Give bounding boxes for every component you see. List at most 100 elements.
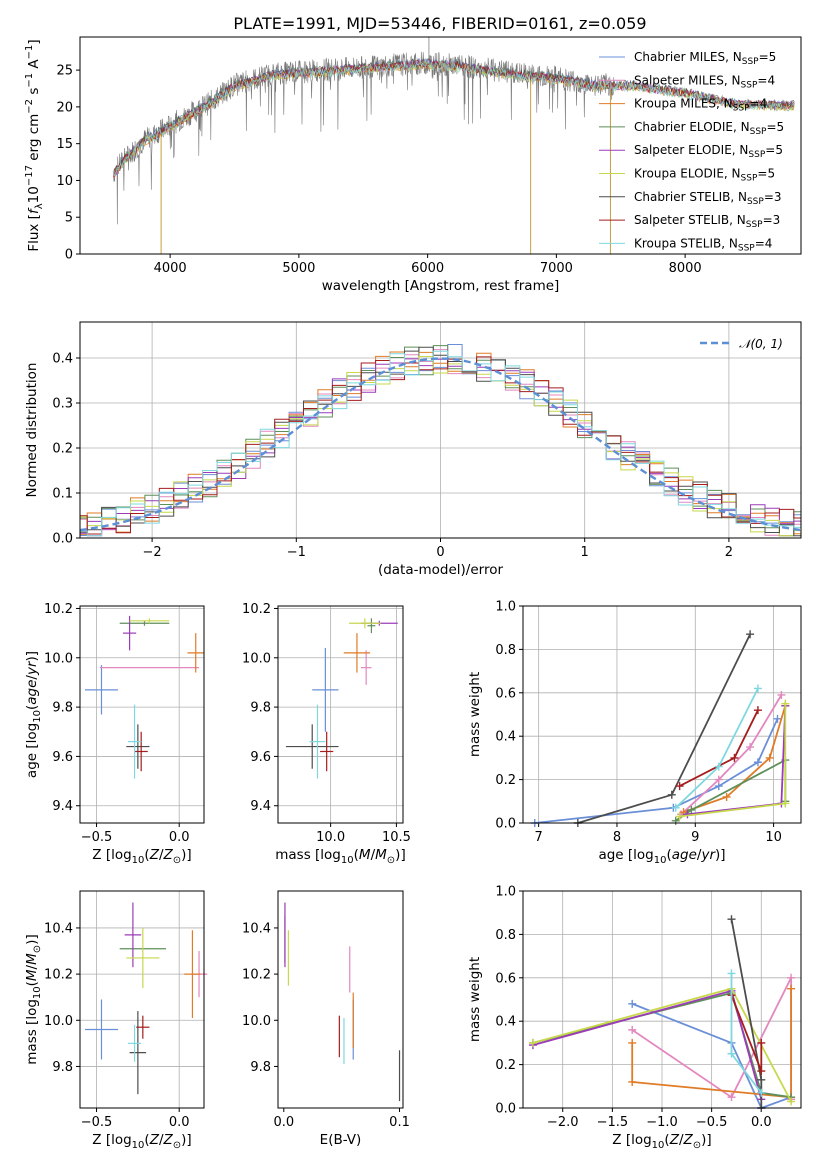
y-axis-label: mass [log10(M/M⊙)] bbox=[24, 934, 43, 1064]
y-tick-label: 0.4 bbox=[495, 1015, 516, 1030]
normal-curve bbox=[80, 357, 801, 532]
weight-marker bbox=[757, 1067, 766, 1076]
weight-marker bbox=[757, 1088, 766, 1097]
weight-line bbox=[631, 988, 792, 1099]
spectrum-lines bbox=[113, 37, 795, 254]
mass-vs-reddening-panel: 0.0 0.1 9.8 10.0 10.2 10.4 E(B-V) bbox=[242, 890, 410, 1148]
x-tick-label: −0.5 bbox=[81, 830, 113, 845]
plot-frame bbox=[79, 605, 205, 824]
weight-marker bbox=[753, 684, 762, 693]
weight-series bbox=[727, 915, 766, 1112]
x-tick-label: 2 bbox=[725, 545, 733, 560]
weight-series bbox=[677, 690, 786, 819]
plot-frame bbox=[79, 321, 802, 539]
x-tick-label: 8 bbox=[613, 830, 621, 845]
y-tick-label: 10.2 bbox=[242, 968, 271, 983]
y-tick-label: 9.6 bbox=[52, 750, 73, 765]
mass-vs-metallicity-panel: −0.5 0.0 9.8 10.0 10.2 10.4 Z [log10(Z/Z⊙)] mas… bbox=[24, 890, 208, 1151]
y-tick-label: 20 bbox=[56, 100, 73, 115]
histogram-step bbox=[80, 350, 801, 537]
weight-marker bbox=[765, 753, 774, 762]
x-tick-label: 0.0 bbox=[273, 1115, 294, 1130]
data-point bbox=[136, 1015, 150, 1039]
plot-frame bbox=[79, 890, 205, 1109]
model-fit-line bbox=[113, 60, 795, 177]
weight-series bbox=[671, 684, 762, 812]
weight-series bbox=[530, 714, 782, 827]
y-tick-label: 0.3 bbox=[52, 397, 73, 412]
figure-title: PLATE=1991, MJD=53446, FIBERID=0161, z=0… bbox=[233, 14, 646, 33]
weight-marker bbox=[746, 743, 755, 752]
weight-marker bbox=[727, 915, 736, 924]
weight-marker bbox=[787, 984, 796, 993]
x-axis-label: Z [log10(Z/Z⊙)] bbox=[612, 1132, 711, 1151]
x-tick-label: 10.5 bbox=[382, 830, 411, 845]
x-axis-label: mass [log10(M/M⊙)] bbox=[275, 847, 405, 866]
legend-entry-label: Chabrier MILES, NSSP=5 bbox=[634, 50, 776, 67]
weight-vs-metallicity-panel: −2.0 −1.5 −1.0 −0.5 0.0 0.0 0.2 0.4 0.6 0.8 1.0 Z [… bbox=[467, 885, 802, 1151]
y-tick-label: 0.0 bbox=[495, 1102, 516, 1117]
y-tick-label: 0.2 bbox=[495, 773, 516, 788]
weight-marker bbox=[727, 969, 736, 978]
data-point bbox=[124, 902, 142, 968]
data-point bbox=[309, 704, 326, 779]
x-tick-label: 9 bbox=[691, 830, 699, 845]
spectrum-legend: Chabrier MILES, NSSP=5 Salpeter MILES, NS… bbox=[599, 50, 784, 253]
x-tick-label: 1 bbox=[581, 545, 589, 560]
y-tick-label: 9.8 bbox=[52, 701, 73, 716]
data-point bbox=[349, 618, 381, 629]
y-axis-label: mass weight bbox=[467, 672, 483, 757]
weight-marker bbox=[730, 753, 739, 762]
weight-marker bbox=[675, 782, 684, 791]
x-tick-label: 4000 bbox=[154, 261, 187, 276]
x-axis-label: (data-model)/error bbox=[378, 562, 504, 578]
weight-series bbox=[675, 699, 790, 821]
weight-line bbox=[675, 688, 759, 809]
data-point bbox=[126, 724, 150, 769]
x-tick-label: −2.0 bbox=[547, 1115, 579, 1130]
y-tick-label: 10.0 bbox=[242, 1014, 271, 1029]
y-tick-label: 0.8 bbox=[495, 928, 516, 943]
weight-marker bbox=[753, 758, 762, 767]
data-point bbox=[184, 930, 201, 1018]
y-tick-label: 10.2 bbox=[44, 602, 73, 617]
weight-series bbox=[675, 706, 762, 791]
legend-entry-label: Salpeter MILES, NSSP=4 bbox=[634, 73, 775, 90]
legend-entry-label: Salpeter STELIB, NSSP=3 bbox=[634, 213, 780, 230]
y-tick-label: 10.2 bbox=[44, 968, 73, 983]
data-point bbox=[119, 620, 170, 626]
legend-entry-label: Kroupa ELODIE, NSSP=5 bbox=[634, 167, 775, 184]
y-tick-label: 9.8 bbox=[52, 1060, 73, 1075]
age-vs-metallicity-panel: −0.5 0.0 9.4 9.6 9.8 10.0 10.2 Z [log10(Z/Z⊙)] a… bbox=[24, 602, 205, 866]
weight-series bbox=[727, 991, 766, 1076]
data-point bbox=[360, 650, 372, 685]
weight-marker bbox=[773, 714, 782, 723]
weight-marker bbox=[727, 1049, 736, 1058]
y-tick-label: 9.4 bbox=[52, 799, 73, 814]
weight-marker bbox=[671, 803, 680, 812]
weight-marker bbox=[753, 706, 762, 715]
plot-frame bbox=[79, 36, 802, 255]
weight-marker bbox=[528, 1038, 537, 1047]
weight-marker bbox=[628, 1038, 637, 1047]
y-axis-label: age [log10(age/yr)] bbox=[24, 651, 43, 778]
data-point bbox=[367, 618, 376, 634]
age-vs-mass-panel: 10.0 10.5 9.4 9.6 9.8 10.0 10.2 mass [log10(M/M… bbox=[242, 602, 411, 866]
y-tick-label: 0.1 bbox=[52, 487, 73, 502]
data-point bbox=[122, 615, 137, 651]
legend-entry-label: Salpeter ELODIE, NSSP=5 bbox=[634, 143, 783, 160]
data-point bbox=[84, 999, 119, 1060]
plot-frame bbox=[522, 890, 802, 1109]
x-tick-label: −1.5 bbox=[597, 1115, 629, 1130]
weight-marker bbox=[727, 1093, 736, 1102]
histogram-series bbox=[80, 344, 801, 537]
x-tick-label: 0.1 bbox=[389, 1115, 410, 1130]
x-tick-label: −0.5 bbox=[81, 1115, 113, 1130]
x-axis-label: age [log10(age/yr)] bbox=[598, 847, 725, 866]
x-tick-label: 10 bbox=[765, 830, 782, 845]
weight-marker bbox=[787, 973, 796, 982]
weight-marker bbox=[675, 812, 684, 821]
weight-line bbox=[683, 705, 787, 813]
legend-entry-label: Kroupa STELIB, NSSP=4 bbox=[634, 236, 772, 253]
data-point bbox=[285, 724, 339, 769]
